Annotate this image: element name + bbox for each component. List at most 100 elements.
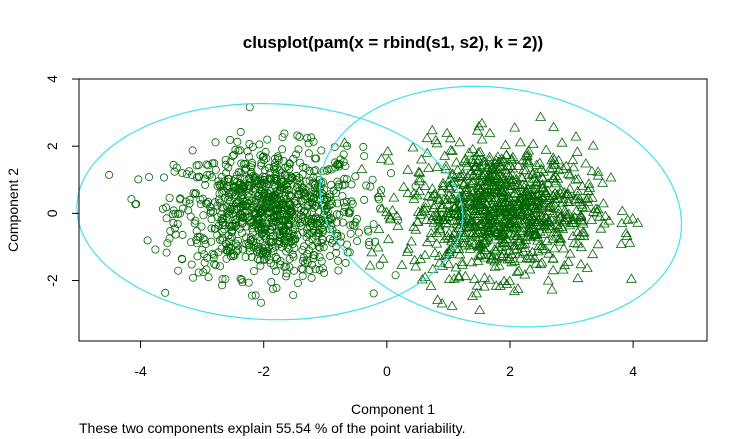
cluster-2-point xyxy=(505,209,517,219)
cluster-2-point xyxy=(514,235,526,246)
cluster-1-point xyxy=(188,146,197,155)
cluster-2-point xyxy=(412,216,423,226)
cluster-2-point xyxy=(419,180,431,190)
cluster-2-point xyxy=(549,187,561,198)
cluster-1-point xyxy=(271,267,280,276)
cluster-2-point xyxy=(587,140,599,150)
cluster-1-point xyxy=(185,195,194,204)
cluster-1-point xyxy=(371,237,380,246)
cluster-2-point xyxy=(580,202,592,212)
cluster-2-point xyxy=(573,196,585,206)
variability-caption: These two components explain 55.54 % of … xyxy=(79,420,466,436)
cluster-1-point xyxy=(297,264,306,273)
cluster-1-point xyxy=(316,218,325,227)
cluster-2-point xyxy=(569,194,581,204)
cluster-1-point xyxy=(350,221,359,230)
cluster-1-point xyxy=(259,181,268,190)
cluster-2-point xyxy=(426,124,438,135)
cluster-1-point xyxy=(270,173,279,182)
cluster-2-point xyxy=(575,258,587,269)
cluster-1-point xyxy=(289,291,298,300)
x-tick-label: 2 xyxy=(506,363,514,379)
cluster-2-point xyxy=(511,266,523,277)
cluster-2-point xyxy=(437,199,448,209)
cluster-1-point xyxy=(303,229,312,238)
cluster-2-point xyxy=(512,283,524,293)
cluster-2-point xyxy=(443,258,455,268)
cluster-1-point xyxy=(246,233,255,242)
cluster-1-point xyxy=(203,253,212,262)
cluster-1-point xyxy=(241,164,250,173)
cluster-2-point xyxy=(532,190,544,201)
cluster-1-point xyxy=(315,243,324,252)
cluster-2-point xyxy=(516,209,528,220)
cluster-2-point xyxy=(471,280,483,290)
cluster-2-point xyxy=(583,178,595,188)
cluster-1-point xyxy=(229,177,238,186)
cluster-2-point xyxy=(578,227,590,237)
cluster-2-point xyxy=(446,300,458,310)
cluster-1-point xyxy=(346,221,355,230)
cluster-2-point xyxy=(473,250,484,260)
cluster-1-point xyxy=(324,165,333,174)
cluster-1-point xyxy=(274,154,283,163)
cluster-2-point xyxy=(559,215,570,225)
cluster-2-point xyxy=(484,210,496,220)
cluster-2-point xyxy=(543,192,555,202)
cluster-1-point xyxy=(221,275,230,284)
cluster-1-point xyxy=(209,250,218,259)
cluster-1-point xyxy=(265,237,274,246)
cluster-1-point xyxy=(345,206,354,215)
cluster-1-point xyxy=(310,251,319,260)
cluster-2-point xyxy=(446,232,459,242)
cluster-2-point xyxy=(474,239,485,250)
cluster-2-point xyxy=(445,205,457,215)
cluster-2-point xyxy=(572,190,584,200)
cluster-2-point xyxy=(547,253,559,263)
cluster-2-point xyxy=(408,193,420,203)
cluster-2-point xyxy=(520,186,532,196)
cluster-2-point xyxy=(438,233,451,243)
cluster-2-point xyxy=(546,284,558,294)
cluster-2-point xyxy=(427,263,439,274)
cluster-1-point xyxy=(247,291,256,300)
cluster-1-point xyxy=(159,173,168,182)
cluster-1-point xyxy=(246,169,255,178)
cluster-2-point xyxy=(567,230,579,240)
cluster-2-point xyxy=(460,220,472,231)
cluster-1-point xyxy=(230,205,239,214)
cluster-2-point xyxy=(477,218,489,229)
cluster-1-point xyxy=(354,228,363,237)
cluster-1-point xyxy=(351,172,360,181)
cluster-2-point xyxy=(382,233,394,244)
cluster-2-point xyxy=(499,139,512,149)
cluster-1-point xyxy=(332,229,341,238)
cluster-1-point xyxy=(260,255,269,264)
cluster-2-point xyxy=(458,155,470,166)
cluster-2-point xyxy=(507,151,519,162)
cluster-1-point xyxy=(334,256,343,265)
cluster-2-point xyxy=(453,243,465,253)
cluster-1-point xyxy=(207,237,216,246)
cluster-2-point xyxy=(461,217,473,227)
cluster-2-point xyxy=(421,236,433,247)
cluster-2-point xyxy=(572,185,584,196)
cluster-2-point xyxy=(377,253,389,263)
cluster-1-point xyxy=(368,175,377,184)
cluster-2-point xyxy=(504,183,516,194)
cluster-2-point xyxy=(548,121,560,131)
ellipses-layer xyxy=(76,85,683,328)
cluster-2-point xyxy=(572,226,584,237)
cluster-2-point xyxy=(407,142,419,152)
cluster-2-point xyxy=(420,214,433,224)
cluster-1-point xyxy=(187,171,196,180)
cluster-1-point xyxy=(298,217,307,226)
cluster-1-point xyxy=(327,165,336,174)
cluster-2-point xyxy=(514,136,526,147)
cluster-2-point xyxy=(531,176,543,186)
cluster-2-point xyxy=(538,215,550,225)
cluster-2-point xyxy=(420,202,431,212)
cluster-2-point xyxy=(498,275,510,286)
cluster-1-point xyxy=(174,266,183,275)
cluster-1-point xyxy=(271,158,280,167)
